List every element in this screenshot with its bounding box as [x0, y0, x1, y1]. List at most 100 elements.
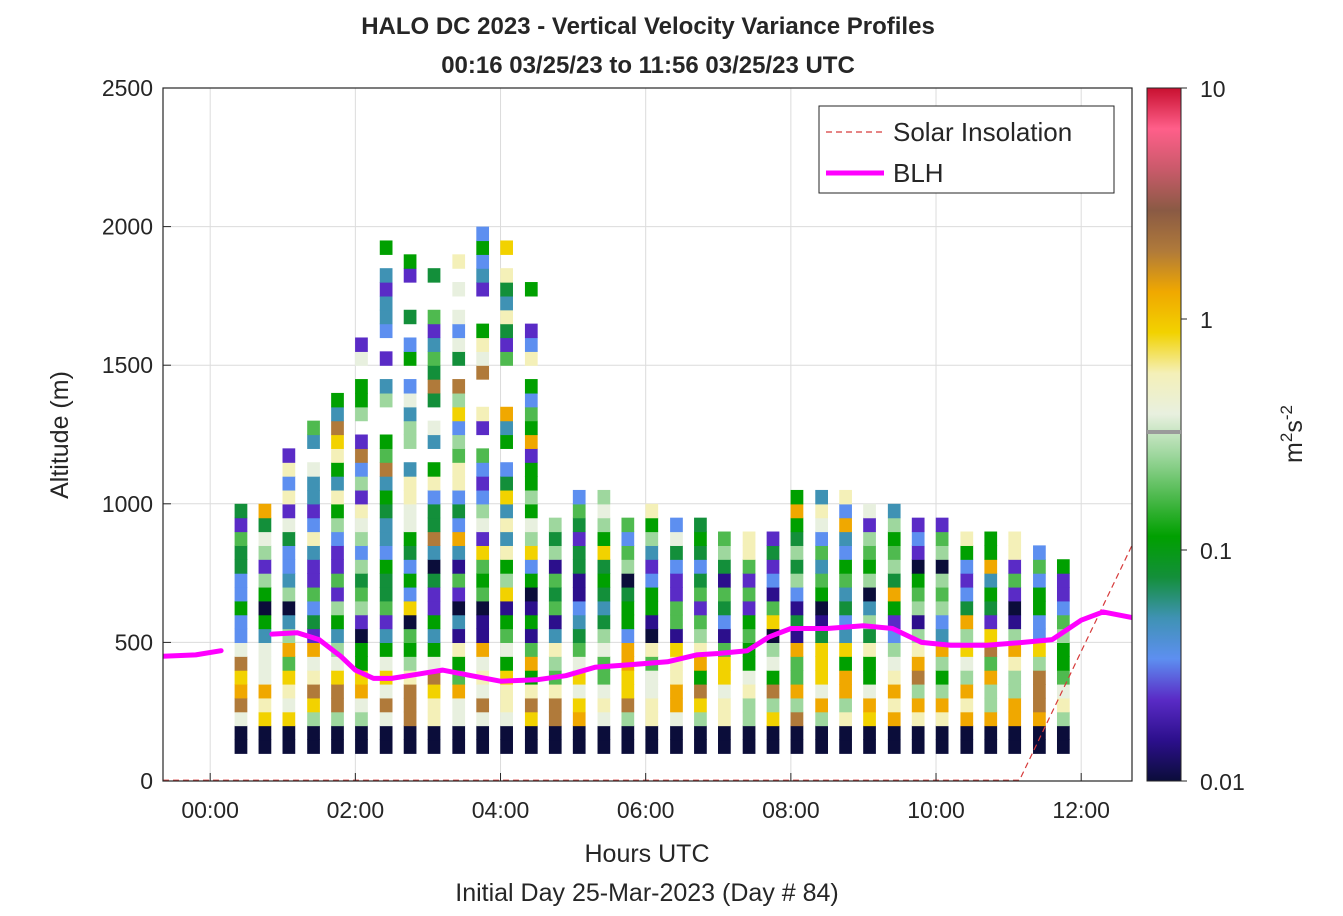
heatmap-cell [500, 628, 513, 643]
heatmap-cell [815, 586, 829, 602]
heatmap-cell [572, 559, 586, 574]
colorbar-label-base: m [1280, 442, 1308, 463]
heatmap-cell [258, 670, 272, 685]
heatmap-cell [258, 628, 272, 643]
heatmap-cell [476, 503, 490, 519]
heatmap-cell [403, 531, 417, 546]
heatmap-cell [911, 559, 925, 574]
heatmap-cell [718, 628, 731, 643]
heatmap-cell [500, 683, 513, 699]
heatmap-cell [476, 628, 490, 643]
heatmap-cell [815, 600, 829, 616]
heatmap-cell [984, 586, 998, 602]
heatmap-cell [476, 739, 490, 754]
heatmap-cell [403, 503, 417, 519]
heatmap-cell [355, 559, 368, 574]
heatmap-cell [403, 656, 417, 671]
heatmap-cell [452, 489, 466, 505]
heatmap-cell [670, 600, 683, 616]
y-tick-label: 500 [115, 629, 153, 655]
heatmap-cell [307, 656, 320, 671]
heatmap-cell [839, 517, 852, 533]
heatmap-cell [500, 295, 513, 311]
heatmap-cell [839, 489, 852, 505]
heatmap-cell [1008, 697, 1022, 713]
heatmap-cell [621, 711, 635, 727]
heatmap-cell [766, 656, 780, 671]
heatmap-cell [984, 670, 998, 685]
heatmap-cell [331, 697, 344, 713]
heatmap-cell [331, 420, 344, 436]
heatmap-cell [379, 240, 393, 255]
heatmap-cell [718, 600, 731, 616]
heatmap-cell [742, 600, 756, 616]
heatmap-cell [452, 600, 466, 616]
heatmap-cell [476, 323, 490, 339]
heatmap-cell [863, 545, 876, 560]
heatmap-cell [476, 476, 490, 491]
heatmap-cell [1033, 697, 1046, 713]
heatmap-cell [935, 725, 949, 741]
heatmap-cell [572, 545, 586, 560]
y-tick-label: 0 [140, 768, 153, 794]
heatmap-cell [500, 739, 513, 754]
heatmap-cell [694, 725, 707, 741]
heatmap-cell [355, 614, 368, 630]
heatmap-cell [282, 517, 296, 533]
heatmap-cell [790, 656, 804, 671]
heatmap-cell [1008, 559, 1022, 574]
heatmap-cell [790, 559, 804, 574]
heatmap-cell [815, 739, 829, 754]
heatmap-cell [524, 600, 538, 616]
heatmap-cell [645, 545, 659, 560]
heatmap-cell [452, 573, 466, 588]
heatmap-cell [694, 656, 707, 671]
heatmap-cell [500, 489, 513, 505]
heatmap-cell [282, 697, 296, 713]
heatmap-cell [1033, 670, 1046, 685]
heatmap-cell [282, 725, 296, 741]
heatmap-cell [234, 670, 248, 685]
heatmap-cell [645, 503, 659, 519]
heatmap-cell [645, 642, 659, 657]
heatmap-cell [670, 573, 683, 588]
heatmap-cell [621, 697, 635, 713]
heatmap-cell [452, 545, 466, 560]
heatmap-cell [403, 379, 417, 394]
heatmap-cell [427, 434, 441, 449]
heatmap-cell [984, 531, 998, 546]
heatmap-cell [815, 545, 829, 560]
heatmap-cell [403, 545, 417, 560]
heatmap-cell [307, 489, 320, 505]
heatmap-cell [524, 739, 538, 754]
heatmap-cell [379, 697, 393, 713]
heatmap-cell [331, 476, 344, 491]
heatmap-cell [427, 351, 441, 366]
chart-subtitle: 00:16 03/25/23 to 11:56 03/25/23 UTC [441, 52, 855, 79]
heatmap-cell [670, 559, 683, 574]
heatmap-cell [670, 683, 683, 699]
heatmap-cell [911, 614, 925, 630]
heatmap-cell [355, 642, 368, 657]
heatmap-cell [452, 434, 466, 449]
heatmap-cell [766, 711, 780, 727]
heatmap-cell [790, 725, 804, 741]
legend: Solar Insolation BLH [818, 105, 1115, 194]
heatmap-cell [307, 600, 320, 616]
heatmap-cell [427, 489, 441, 505]
heatmap-cell [355, 476, 368, 491]
heatmap-cell [911, 586, 925, 602]
x-axis-secondary-label: Initial Day 25-Mar-2023 (Day # 84) [455, 879, 839, 907]
heatmap-cell [815, 642, 829, 657]
heatmap-cell [911, 725, 925, 741]
heatmap-cell [1033, 711, 1046, 727]
heatmap-cell [379, 379, 393, 394]
heatmap-cell [452, 351, 466, 366]
heatmap-cell [379, 600, 393, 616]
heatmap-cell [427, 268, 441, 283]
heatmap-cell [742, 711, 756, 727]
heatmap-cell [500, 309, 513, 325]
heatmap-cell [718, 670, 731, 685]
heatmap-cell [839, 531, 852, 546]
